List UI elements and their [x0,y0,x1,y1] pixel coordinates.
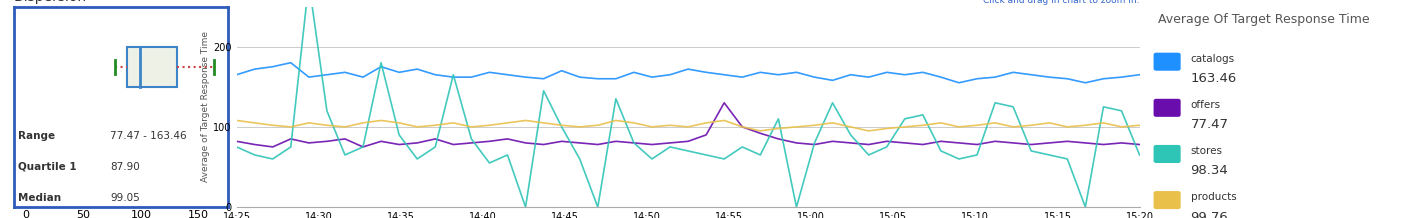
FancyBboxPatch shape [1154,99,1181,117]
Y-axis label: Average of Target Response Time: Average of Target Response Time [201,31,210,182]
Text: Quartile 1: Quartile 1 [18,162,77,172]
Text: stores: stores [1191,146,1223,156]
Text: offers: offers [1191,100,1220,110]
Text: products: products [1191,192,1236,202]
Text: 163.46: 163.46 [1191,72,1237,85]
FancyBboxPatch shape [1154,53,1181,71]
Text: 87.90: 87.90 [110,162,139,172]
Text: 99.76: 99.76 [1191,211,1229,218]
Text: Average Of Target Response Time: Average Of Target Response Time [1158,13,1370,26]
Text: Range: Range [18,131,55,141]
Text: 77.47 - 163.46: 77.47 - 163.46 [110,131,187,141]
Text: Click and drag in chart to zoom in.: Click and drag in chart to zoom in. [983,0,1140,5]
Text: 77.47: 77.47 [1191,118,1229,131]
Text: Median: Median [18,193,62,203]
Text: catalogs: catalogs [1191,54,1234,64]
Text: 98.34: 98.34 [1191,165,1229,177]
FancyBboxPatch shape [1154,191,1181,209]
FancyBboxPatch shape [1154,145,1181,163]
FancyBboxPatch shape [127,47,178,87]
Text: 99.05: 99.05 [110,193,139,203]
Text: Dispersion: Dispersion [14,0,87,4]
